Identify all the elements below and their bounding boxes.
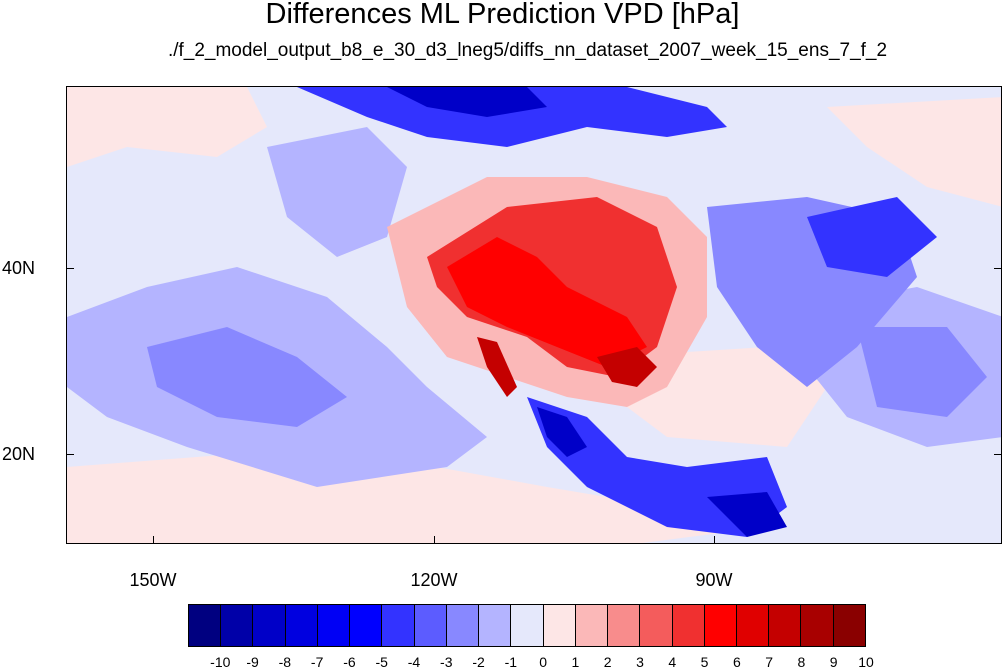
lon-tick-150w <box>153 536 154 544</box>
colorbar-tick-label: 1 <box>571 654 580 670</box>
colorbar-tick-label: 9 <box>829 654 838 670</box>
field-dark-red-baja <box>477 337 517 397</box>
colorbar-tick-label: -5 <box>375 654 388 670</box>
colorbar-cell <box>769 605 802 646</box>
field-dark-blue-central-america <box>707 492 787 537</box>
colorbar-cell <box>189 605 222 646</box>
lat-label-40n: 40N <box>2 258 36 278</box>
field-dark-blue-canada <box>387 87 547 117</box>
field-bright-red-core <box>447 237 647 367</box>
colorbar-tick-label: -8 <box>278 654 292 670</box>
map-subtitle: ./f_2_model_output_b8_e_30_d3_lneg5/diff… <box>167 40 888 61</box>
colorbar-cell <box>736 605 770 646</box>
colorbar-cell <box>640 605 673 646</box>
field-blue-canada <box>297 87 727 147</box>
colorbar-tick-label: 4 <box>668 654 677 670</box>
colorbar-cell <box>801 605 834 646</box>
colorbar-tick-label: 6 <box>732 654 741 670</box>
colorbar-tick-label: -6 <box>343 654 356 670</box>
colorbar-tick-label: -1 <box>504 654 518 670</box>
colorbar-tick-label: 2 <box>603 654 612 670</box>
field-light-red-east <box>827 97 1001 207</box>
field-dark-blue-mexico <box>537 407 587 457</box>
colorbar-tick-label: 8 <box>797 654 806 670</box>
lon-label-90w: 90W <box>695 570 733 590</box>
colorbar-cell <box>511 605 544 646</box>
map-title: Differences ML Prediction VPD [hPa] <box>265 0 740 30</box>
colorbar-cell <box>672 605 705 646</box>
colorbar-tick-label: -3 <box>440 654 453 670</box>
colorbar-cell <box>253 605 286 646</box>
colorbar-tick-label: 7 <box>765 654 774 670</box>
colorbar-cell <box>446 605 480 646</box>
colorbar-cell <box>479 605 512 646</box>
lat-tick-40n-right <box>994 268 1002 269</box>
colorbar-cell <box>414 605 447 646</box>
field-mid-blue-atlantic <box>857 327 987 417</box>
vpd-difference-map <box>66 86 1002 544</box>
colorbar-cell <box>221 605 254 646</box>
colorbar-cell <box>704 605 737 646</box>
field-blue-northeast <box>807 197 937 277</box>
colorbar-tick-label: 5 <box>700 654 709 670</box>
lon-tick-90w <box>714 536 715 544</box>
lon-tick-120w <box>434 536 435 544</box>
lat-label-20n: 20N <box>2 444 36 464</box>
map-field <box>67 87 1001 543</box>
colorbar-tick-label: -2 <box>472 654 485 670</box>
colorbar-tick-label: -4 <box>407 654 421 670</box>
colorbar-tick-label: -9 <box>246 654 259 670</box>
colorbar <box>188 604 866 647</box>
colorbar-tick-label: 0 <box>539 654 548 670</box>
field-light-red-west <box>67 87 267 167</box>
field-dark-red-texas <box>597 347 657 387</box>
colorbar-tick-label: 3 <box>636 654 644 670</box>
colorbar-cell <box>285 605 318 646</box>
field-light-red-band <box>67 447 767 543</box>
lat-tick-20n <box>66 454 74 455</box>
colorbar-tick-label: 10 <box>858 654 874 670</box>
colorbar-tick-label: -7 <box>310 654 324 670</box>
lon-label-120w: 120W <box>410 570 458 590</box>
lat-tick-40n <box>66 268 74 269</box>
colorbar-cell <box>543 605 576 646</box>
colorbar-cell <box>317 605 351 646</box>
colorbar-cell <box>350 605 383 646</box>
lon-label-150w: 150W <box>129 570 177 590</box>
lat-tick-20n-right <box>994 454 1002 455</box>
colorbar-cell <box>608 605 641 646</box>
field-mid-blue-pacific <box>147 327 347 427</box>
field-light-blue-north <box>267 127 407 257</box>
colorbar-tick-label: -10 <box>210 654 231 670</box>
colorbar-cell <box>575 605 609 646</box>
colorbar-cell <box>833 605 865 646</box>
colorbar-cell <box>382 605 415 646</box>
